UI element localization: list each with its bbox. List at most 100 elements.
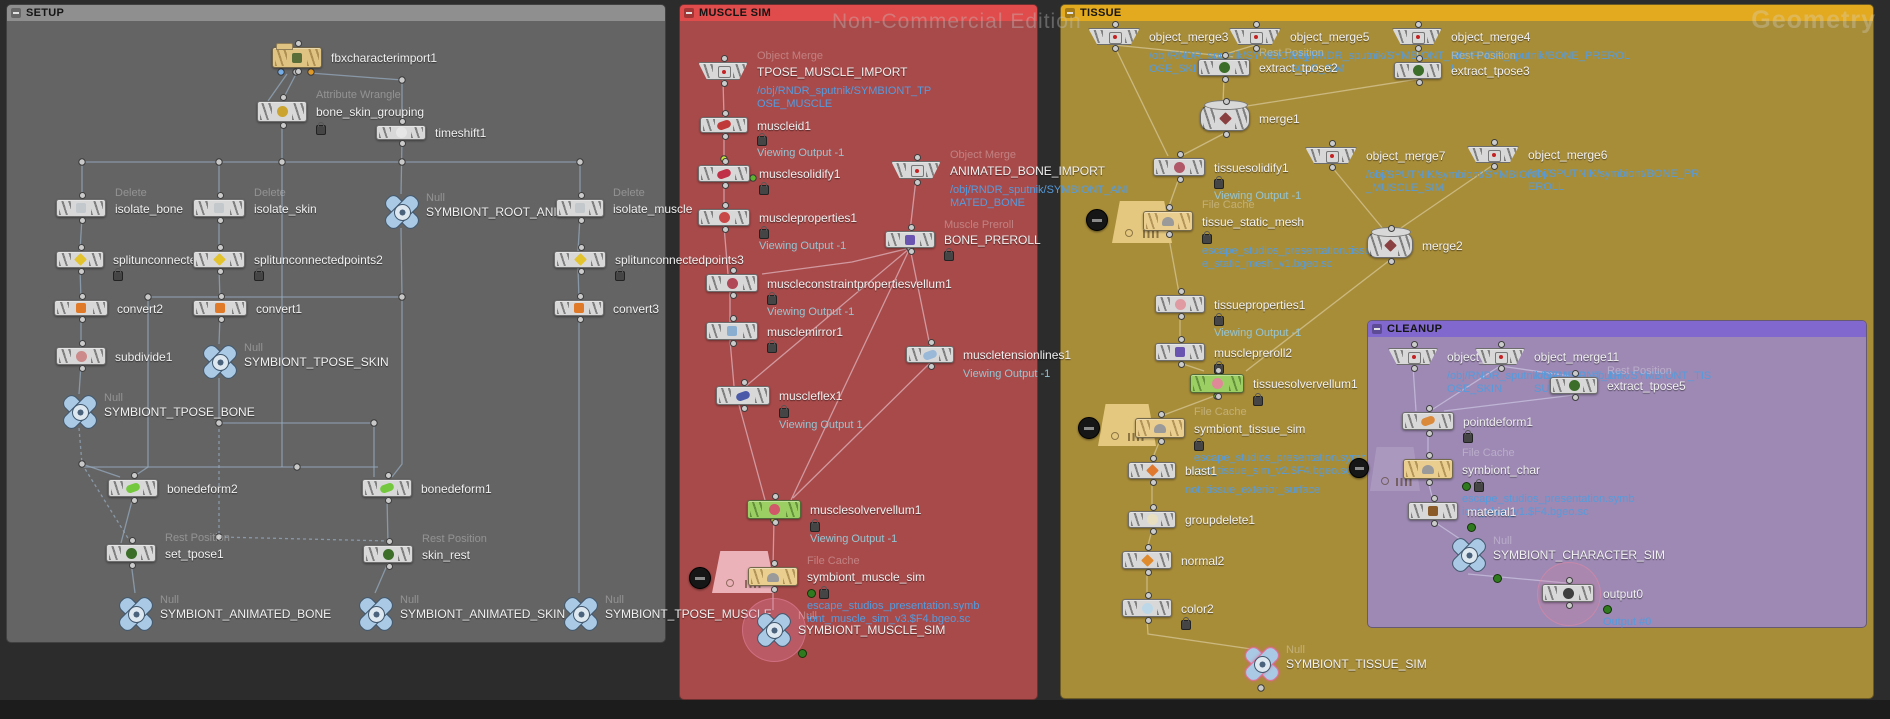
output-port[interactable] <box>1149 528 1157 535</box>
node-color2[interactable] <box>1122 592 1172 624</box>
input-port[interactable] <box>1144 544 1152 551</box>
node-output0[interactable] <box>1542 577 1594 609</box>
input-port[interactable] <box>1425 405 1433 412</box>
input-port[interactable] <box>1149 455 1157 462</box>
node-musclemirror1[interactable] <box>706 315 758 347</box>
output-port[interactable] <box>1571 394 1579 401</box>
output-port[interactable] <box>1144 617 1152 624</box>
output-port[interactable] <box>78 217 86 224</box>
input-port[interactable] <box>1165 204 1173 211</box>
output-port[interactable] <box>294 68 302 75</box>
node-bone-preroll[interactable] <box>885 224 935 255</box>
input-port[interactable] <box>577 192 585 199</box>
node-convert1[interactable] <box>193 293 247 323</box>
output-port[interactable] <box>385 563 393 570</box>
output-port[interactable] <box>576 316 584 323</box>
node-muscleid1[interactable] <box>700 110 748 140</box>
input-port[interactable] <box>729 267 737 274</box>
node-groupdelete1[interactable] <box>1128 504 1176 535</box>
input-port[interactable] <box>77 244 85 251</box>
node-material1[interactable] <box>1408 495 1458 527</box>
input-port[interactable] <box>78 192 86 199</box>
node-symbiont-root-anim[interactable] <box>382 192 422 232</box>
node-object-merge5[interactable] <box>1229 21 1281 52</box>
node-bone-skin-grouping[interactable] <box>257 94 307 129</box>
output-port[interactable] <box>1425 479 1433 486</box>
node-object-merge3[interactable] <box>1088 21 1140 52</box>
node-splitunconnectedpoints2[interactable] <box>193 244 245 275</box>
input-port[interactable] <box>1425 452 1433 459</box>
output-port[interactable] <box>1111 45 1119 52</box>
input-port[interactable] <box>1176 151 1184 158</box>
node-extract-tpose3[interactable] <box>1394 55 1442 86</box>
node-symbiont-animated-bone[interactable] <box>116 594 156 634</box>
box-collapse-button[interactable] <box>684 8 694 18</box>
node-tissueproperties1[interactable] <box>1155 288 1205 320</box>
output-port[interactable] <box>1490 163 1498 170</box>
node-pointdeform1[interactable] <box>1402 405 1454 437</box>
node-symbiont-tpose-skin[interactable] <box>200 342 240 382</box>
output-port[interactable] <box>729 340 737 347</box>
node-symbiont-tpose-bone[interactable] <box>60 392 100 432</box>
output-port[interactable] <box>1222 131 1230 138</box>
input-port[interactable] <box>1387 225 1395 232</box>
input-port[interactable] <box>1410 341 1418 348</box>
input-port[interactable] <box>729 315 737 322</box>
node-symbiont-animated-skin[interactable] <box>356 594 396 634</box>
box-collapse-button[interactable] <box>1065 8 1075 18</box>
output-port[interactable] <box>1165 231 1173 238</box>
node-musclepreroll2[interactable] <box>1155 336 1205 368</box>
output-port[interactable] <box>913 179 921 186</box>
input-port[interactable] <box>1214 367 1222 374</box>
output-port[interactable] <box>78 316 86 323</box>
input-port[interactable] <box>1490 139 1498 146</box>
input-port[interactable] <box>1149 504 1157 511</box>
output-port[interactable] <box>907 248 915 255</box>
output-port[interactable] <box>1177 361 1185 368</box>
output-port[interactable] <box>1415 79 1423 86</box>
output-port[interactable] <box>1328 164 1336 171</box>
node-blast1[interactable] <box>1128 455 1176 486</box>
output-port[interactable] <box>1221 76 1229 83</box>
node-symbiont-muscle-sim-null[interactable] <box>754 610 794 650</box>
output-port[interactable] <box>1252 45 1260 52</box>
input-port[interactable] <box>1111 21 1119 28</box>
node-merge1[interactable] <box>1200 98 1250 138</box>
input-port[interactable] <box>1415 55 1423 62</box>
output-port[interactable] <box>740 405 748 412</box>
node-isolate-bone[interactable] <box>56 192 106 224</box>
node-convert3[interactable] <box>554 293 604 323</box>
node-symbiont-tissue-sim-cache[interactable] <box>1135 411 1185 445</box>
output-port[interactable] <box>1144 569 1152 576</box>
output-port[interactable] <box>720 80 728 87</box>
input-port[interactable] <box>128 537 136 544</box>
output-port[interactable] <box>577 217 585 224</box>
node-timeshift1[interactable] <box>376 118 426 147</box>
node-bonedeform1[interactable] <box>362 472 412 504</box>
node-object-merge10[interactable] <box>1388 341 1438 372</box>
input-port[interactable] <box>1177 288 1185 295</box>
input-port[interactable] <box>1571 370 1579 377</box>
node-subdivide1[interactable] <box>56 340 106 372</box>
input-port[interactable] <box>1565 577 1573 584</box>
node-isolate-muscle[interactable] <box>556 192 604 224</box>
node-tissuesolidify1[interactable] <box>1153 151 1205 183</box>
output-port[interactable] <box>1414 45 1422 52</box>
output-port[interactable] <box>1387 258 1395 265</box>
node-symbiont-tissue-sim-null[interactable] <box>1242 644 1282 684</box>
output-port[interactable] <box>770 586 778 593</box>
node-musclesolvervellum1[interactable] <box>747 493 801 526</box>
node-object-merge6[interactable] <box>1467 139 1519 170</box>
node-muscleconstraintpropertiesvellum1[interactable] <box>706 267 758 299</box>
input-port[interactable] <box>721 202 729 209</box>
node-symbiont-tpose-muscle[interactable] <box>561 594 601 634</box>
input-port[interactable] <box>721 110 729 117</box>
input-port[interactable] <box>1157 411 1165 418</box>
output-port[interactable] <box>217 316 225 323</box>
input-port[interactable] <box>1252 21 1260 28</box>
output-port[interactable] <box>721 133 729 140</box>
node-object-merge11[interactable] <box>1475 341 1525 372</box>
output-port[interactable] <box>1214 393 1222 400</box>
output-port[interactable] <box>1430 520 1438 527</box>
